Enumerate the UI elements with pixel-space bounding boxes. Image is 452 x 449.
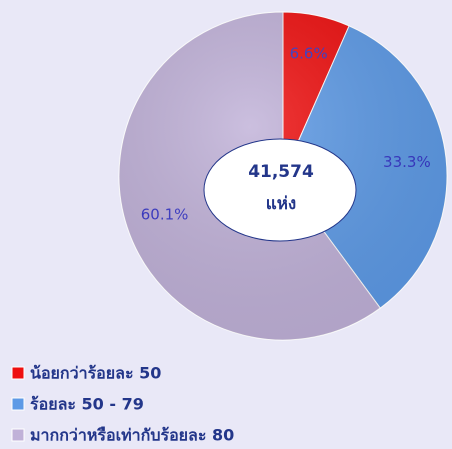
value-label: 33.3% [383, 153, 431, 171]
legend-label: มากกว่าหรือเท่ากับร้อยละ 80 [30, 426, 234, 445]
legend-label: ร้อยละ 50 - 79 [30, 395, 144, 414]
center-label: 41,574 [248, 162, 314, 182]
legend: น้อยกว่าร้อยละ 50 ร้อยละ 50 - 79 มากกว่าหร… [11, 364, 234, 445]
center-label: แห่ง [266, 194, 296, 214]
pie: 6.6% 33.3% 60.1% 41,574 แห่ง [118, 11, 448, 341]
legend-swatch [11, 366, 25, 380]
legend-label: น้อยกว่าร้อยละ 50 [30, 364, 161, 383]
value-label: 60.1% [141, 205, 189, 223]
value-label: 6.6% [290, 45, 328, 63]
legend-swatch [11, 397, 25, 411]
center-label-bg [203, 138, 357, 242]
legend-swatch [11, 428, 25, 442]
